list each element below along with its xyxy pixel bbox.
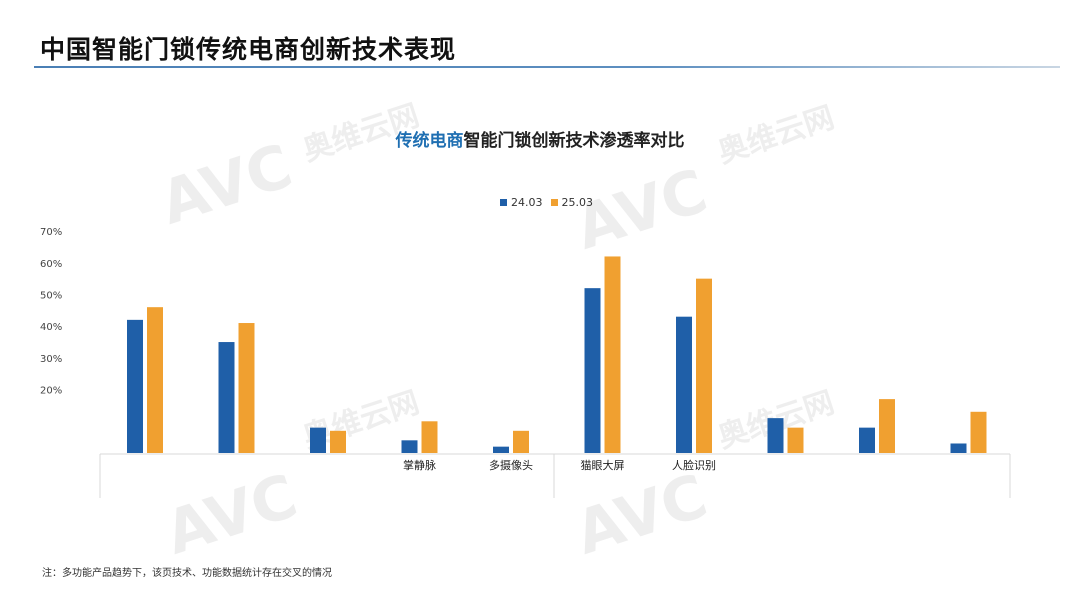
- legend-label-2503: 25.03: [561, 196, 594, 209]
- legend-swatch-2503: [550, 199, 558, 206]
- bar-2503-5: [513, 430, 529, 453]
- bar-2503-6: [604, 256, 621, 453]
- chart-title-rest: 智能门锁创新技术渗透率对比: [463, 131, 685, 151]
- y-tick-label: 60%: [40, 259, 62, 270]
- chart-title: 传统电商智能门锁创新技术渗透率对比: [0, 126, 1080, 151]
- bar-2503-2: [238, 323, 255, 453]
- y-tick-label: 20%: [40, 386, 62, 397]
- bar-2403-10: [950, 443, 967, 453]
- footnote: 注：多功能产品趋势下，该页技术、功能数据统计存在交叉的情况: [42, 568, 332, 579]
- y-tick-label: 40%: [40, 322, 62, 333]
- legend-item-2503: 25.03: [550, 196, 594, 209]
- bar-2403-6: [584, 288, 601, 453]
- x-category-label: 掌静脉: [403, 458, 436, 472]
- bar-2403-5: [493, 446, 509, 453]
- bar-2403-1: [127, 319, 143, 453]
- bar-2403-3: [310, 427, 326, 453]
- y-tick-label: 30%: [40, 354, 62, 365]
- bar-2503-1: [147, 307, 163, 453]
- y-tick-label: 50%: [40, 291, 62, 302]
- y-tick-label: 70%: [40, 227, 62, 238]
- legend-swatch-2403: [500, 199, 507, 206]
- bar-2503-7: [696, 278, 712, 453]
- chart-title-highlight: 传统电商: [395, 131, 464, 151]
- bar-2503-4: [421, 421, 438, 453]
- x-category-label: 多摄像头: [489, 458, 533, 472]
- bar-2403-4: [401, 440, 418, 453]
- bar-2503-3: [330, 430, 346, 453]
- bar-2503-8: [787, 427, 804, 453]
- x-category-label: 猫眼大屏: [581, 458, 625, 472]
- bar-2503-10: [970, 411, 987, 453]
- bar-2403-9: [859, 427, 875, 453]
- x-category-label: 人脸识别: [672, 458, 716, 472]
- page-title: 中国智能门锁传统电商创新技术表现: [40, 35, 457, 64]
- chart-legend: 24.03 25.03: [500, 196, 593, 209]
- title-divider: [34, 66, 1060, 68]
- bar-2403-8: [767, 418, 784, 453]
- legend-label-2403: 24.03: [511, 196, 543, 209]
- bar-2403-7: [676, 316, 692, 453]
- bar-2403-2: [218, 342, 235, 453]
- legend-item-2403: 24.03: [500, 196, 543, 209]
- bar-2503-9: [879, 399, 895, 453]
